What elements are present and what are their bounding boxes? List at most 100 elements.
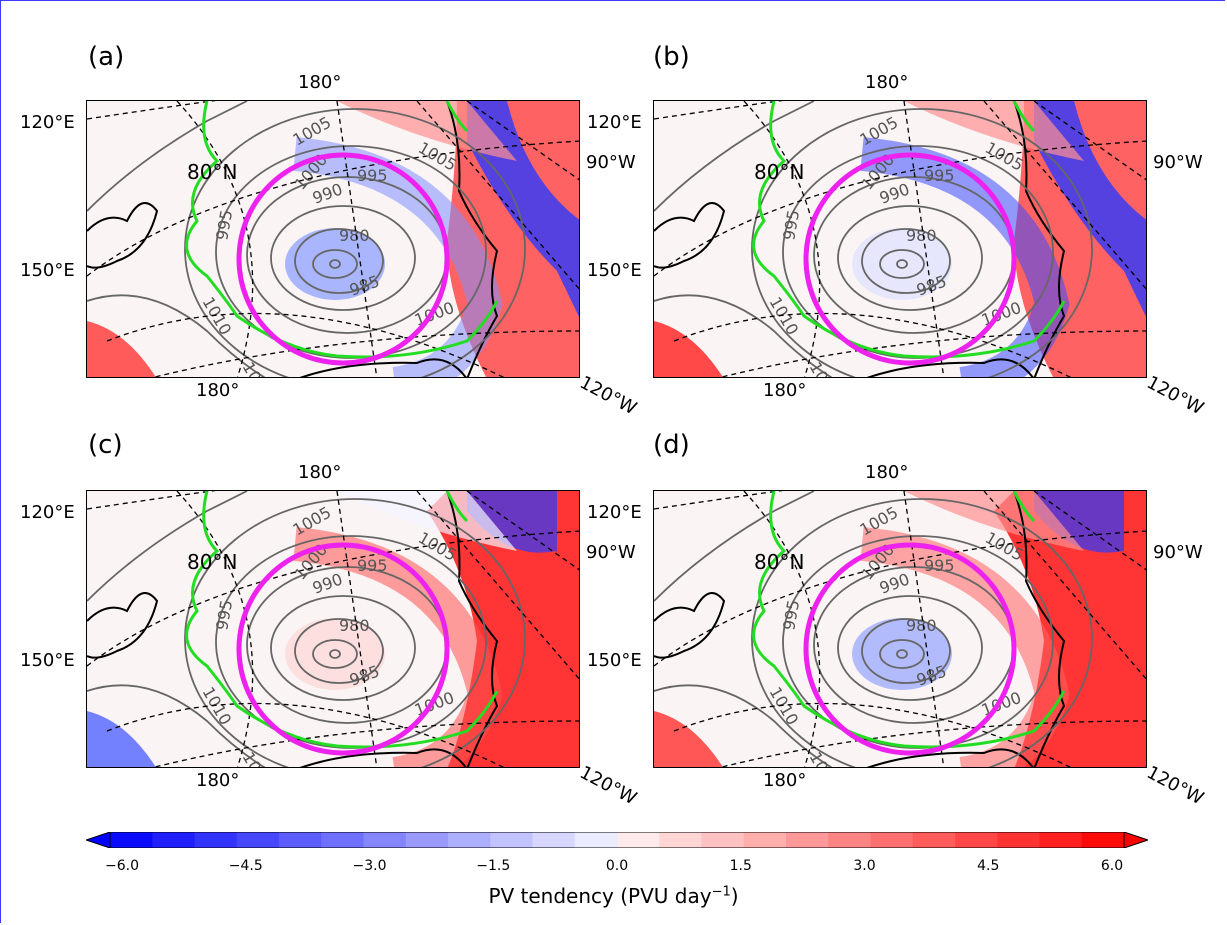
isobar	[837, 595, 983, 701]
isobar-label: 995	[924, 556, 955, 575]
colorbar-cell	[870, 832, 914, 848]
panel-label: (d)	[653, 430, 690, 460]
geo-label-lon-150e: 150°E	[20, 650, 75, 671]
graticule-line	[673, 702, 1072, 767]
graticule-line	[719, 720, 1146, 767]
isobar	[654, 491, 815, 602]
map-panel-d: 1005100510009959909809959851010100010108…	[653, 490, 1147, 768]
field-cyclone-core	[852, 618, 952, 690]
colorbar-cell	[912, 832, 956, 848]
graticule-line	[903, 491, 945, 767]
isobar-label: 980	[906, 226, 937, 245]
map-panel-b: 1005100510009959909809959851010100010108…	[653, 100, 1147, 378]
map-canvas: 1005100510009959909809959851010100010108…	[654, 101, 1146, 377]
graticule-line	[87, 140, 579, 277]
isobar	[879, 249, 925, 279]
isobar	[654, 101, 815, 212]
coastline-east	[446, 101, 499, 377]
coastline-south	[299, 358, 467, 377]
colorbar-frame	[109, 832, 1125, 848]
colorbar-cell	[490, 832, 533, 848]
colorbar-cell	[997, 832, 1040, 848]
graticule-line	[106, 312, 505, 377]
field-cyclone-core	[852, 228, 952, 300]
isobar-center	[329, 259, 341, 269]
isobar-label: 995	[357, 166, 388, 185]
field-southwest	[87, 321, 156, 377]
graticule-line	[152, 720, 579, 767]
isobar-label: 980	[339, 616, 370, 635]
field-east-positive	[994, 491, 1146, 767]
colorbar-cell	[448, 832, 491, 848]
cyclone-ring	[803, 542, 1017, 756]
colorbar-cell	[701, 832, 745, 848]
isobar	[312, 249, 358, 279]
isobar-center	[329, 649, 341, 659]
colorbar-cell	[321, 832, 364, 848]
graticule-line	[106, 702, 505, 767]
field-southwest	[87, 711, 156, 767]
isobar	[87, 684, 266, 767]
isobar	[294, 618, 384, 684]
colorbar-label: PV tendency (PVU day−1)	[488, 884, 739, 908]
isobar	[654, 294, 833, 377]
colorbar	[86, 832, 1148, 848]
coastline-west	[87, 592, 159, 659]
field-southwest	[654, 321, 723, 377]
isobar-label: 995	[357, 556, 388, 575]
geo-label-lon-120e: 120°E	[20, 502, 75, 523]
field-arc-band	[293, 137, 503, 377]
map-panel-a: 1005100510009959909809959851010100010108…	[86, 100, 580, 378]
panel-label: (c)	[88, 430, 123, 460]
graticule-line	[654, 101, 784, 120]
field-north-streaks	[337, 491, 517, 551]
field-arc-band	[293, 527, 503, 767]
geo-label-lon-120e: 120°E	[587, 112, 642, 133]
coastline-west	[654, 202, 726, 269]
isobar	[861, 228, 951, 294]
graticule-line	[903, 101, 945, 377]
colorbar-cell	[532, 832, 576, 848]
graticule-line	[416, 491, 579, 680]
geo-label-lon-120e: 120°E	[587, 502, 642, 523]
geo-label-lon-180-bottom: 180°	[196, 770, 240, 791]
colorbar-cell	[574, 832, 618, 848]
cyclone-ring	[236, 542, 450, 756]
colorbar-tick-label: −4.5	[228, 858, 263, 874]
map-panel-c: 1005100510009959909809959851010100010108…	[86, 490, 580, 768]
colorbar-cell	[279, 832, 322, 848]
colorbar-cell	[743, 832, 787, 848]
geo-label-lon-180-top: 180°	[865, 72, 909, 93]
isobar-label: 980	[906, 616, 937, 635]
graticule-line	[654, 140, 1146, 277]
isobar	[861, 618, 951, 684]
cyclone-ring	[236, 152, 450, 366]
geo-label-lat-80n: 80°N	[187, 550, 237, 574]
colorbar-tick-label: −3.0	[352, 858, 387, 874]
geo-label-lon-180-top: 180°	[298, 72, 342, 93]
colorbar-cell	[786, 832, 829, 848]
isobar	[312, 639, 358, 669]
sea-ice-edge	[752, 101, 1066, 359]
geo-label-lon-180-bottom: 180°	[763, 380, 807, 401]
colorbar-tick-label: 4.5	[977, 858, 1000, 874]
sea-ice-edge	[185, 101, 499, 359]
colorbar-tick-label: 0.0	[605, 858, 629, 874]
map-canvas: 1005100510009959909809959851010100010108…	[87, 491, 579, 767]
geo-label-lon-150e: 150°E	[587, 650, 642, 671]
geo-label-lon-150e: 150°E	[587, 260, 642, 281]
geo-label-lon-180-bottom: 180°	[196, 380, 240, 401]
colorbar-cell	[110, 832, 153, 848]
field-cyclone-core	[285, 618, 385, 690]
isobar	[294, 228, 384, 294]
colorbar-cell	[194, 832, 238, 848]
colorbar-extend-max	[1123, 832, 1148, 848]
field-east-positive	[427, 491, 579, 767]
field-north-streaks	[904, 101, 1084, 161]
isobar	[879, 639, 925, 669]
sea-ice-edge	[752, 491, 1066, 749]
graticule-line	[719, 330, 1146, 377]
colorbar-cell	[405, 832, 449, 848]
geo-label-lon-180-top: 180°	[865, 462, 909, 483]
isobar-label: 995	[924, 166, 955, 185]
